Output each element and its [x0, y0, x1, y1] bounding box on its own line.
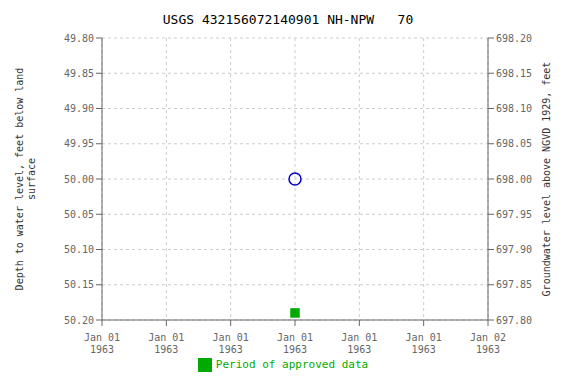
- svg-text:50.20: 50.20: [64, 315, 94, 326]
- svg-text:698.10: 698.10: [496, 103, 532, 114]
- svg-text:Jan 011963: Jan 011963: [406, 332, 442, 355]
- svg-text:697.95: 697.95: [496, 209, 532, 220]
- svg-text:50.15: 50.15: [64, 279, 94, 290]
- svg-text:Jan 021963: Jan 021963: [470, 332, 506, 355]
- svg-text:698.15: 698.15: [496, 68, 532, 79]
- svg-text:Jan 011963: Jan 011963: [84, 332, 120, 355]
- svg-text:50.00: 50.00: [64, 174, 94, 185]
- svg-text:697.90: 697.90: [496, 244, 532, 255]
- svg-text:Depth to water level, feet bel: Depth to water level, feet below landsur…: [14, 68, 37, 291]
- svg-text:Jan 011963: Jan 011963: [277, 332, 313, 355]
- svg-text:698.00: 698.00: [496, 174, 532, 185]
- svg-text:49.95: 49.95: [64, 138, 94, 149]
- svg-text:Jan 011963: Jan 011963: [341, 332, 377, 355]
- svg-text:698.20: 698.20: [496, 33, 532, 44]
- svg-text:50.10: 50.10: [64, 244, 94, 255]
- svg-text:698.05: 698.05: [496, 138, 532, 149]
- svg-text:49.80: 49.80: [64, 33, 94, 44]
- html-text:USGS 432156072140901 NH-NPW 70: USGS 432156072140901 NH-NPW 70: [162, 12, 414, 27]
- svg-text:49.85: 49.85: [64, 68, 94, 79]
- svg-text:Jan 011963: Jan 011963: [148, 332, 184, 355]
- svg-text:Jan 011963: Jan 011963: [213, 332, 249, 355]
- svg-text:Groundwater level above NGVD 1: Groundwater level above NGVD 1929, feet: [541, 62, 552, 297]
- svg-text:49.90: 49.90: [64, 103, 94, 114]
- html-text:Period of approved data: Period of approved data: [215, 358, 369, 371]
- svg-text:697.80: 697.80: [496, 315, 532, 326]
- svg-text:697.85: 697.85: [496, 279, 532, 290]
- svg-text:50.05: 50.05: [64, 209, 94, 220]
